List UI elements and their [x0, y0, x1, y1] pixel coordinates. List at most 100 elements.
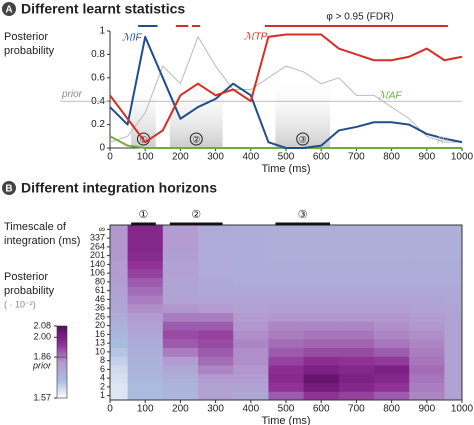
- y-tick-label: 201: [90, 250, 105, 260]
- heat-cell: [303, 365, 340, 375]
- heat-cell: [127, 365, 164, 375]
- series-label: ℳIF: [122, 33, 142, 44]
- heat-cell: [198, 251, 234, 261]
- heat-cell: [198, 330, 234, 340]
- colorbar-step: [57, 326, 67, 329]
- heat-cell: [444, 260, 462, 270]
- heat-cell: [374, 303, 410, 313]
- heat-cell: [127, 356, 164, 366]
- y-tick-label: 0.2: [91, 119, 105, 130]
- heat-cell: [338, 365, 375, 375]
- heat-cell: [110, 233, 129, 243]
- heat-cell: [233, 242, 269, 252]
- heat-cell: [338, 303, 375, 313]
- heat-cell: [303, 295, 340, 305]
- heat-cell: [233, 312, 269, 322]
- x-tick-label: 900: [418, 152, 435, 163]
- colorbar-frame: [56, 325, 68, 399]
- heat-cell: [338, 347, 375, 357]
- panel-title: Different learnt statistics: [21, 1, 185, 17]
- heat-cell: [268, 286, 305, 296]
- heat-cell: [110, 382, 129, 392]
- heat-cell: [374, 277, 410, 287]
- heat-cell: [162, 295, 199, 305]
- x-tick-label: 800: [383, 404, 400, 415]
- heat-cell: [444, 233, 462, 243]
- colorbar-step: [57, 363, 67, 367]
- heat-cell: [409, 260, 445, 270]
- colorbar-step: [57, 360, 67, 363]
- colorbar-step: [57, 351, 67, 354]
- y-tick-label: 46: [95, 294, 105, 304]
- heat-cell: [233, 330, 269, 340]
- heat-cell: [127, 251, 164, 261]
- heat-cell: [303, 225, 340, 235]
- heat-cell: [303, 233, 340, 243]
- colorbar-step: [57, 394, 67, 397]
- heat-cell: [127, 312, 164, 322]
- heat-cell: [409, 382, 445, 392]
- y-tick-label: 80: [95, 276, 105, 286]
- heat-cell: [409, 268, 445, 278]
- heat-cell: [162, 233, 199, 243]
- heat-cell: [444, 225, 462, 235]
- y-tick-label: 8: [100, 355, 105, 365]
- heat-cell: [303, 356, 340, 366]
- colorbar-step: [57, 331, 67, 334]
- heat-cell: [110, 268, 129, 278]
- y-tick-label: 140: [90, 259, 105, 269]
- heat-cell: [233, 382, 269, 392]
- heat-cell: [409, 225, 445, 235]
- heat-cell: [374, 225, 410, 235]
- heat-cell: [303, 312, 340, 322]
- heat-cell: [162, 260, 199, 270]
- x-tick-label: 900: [418, 404, 435, 415]
- heat-cell: [268, 225, 305, 235]
- y-tick-label: 1: [99, 26, 105, 37]
- heat-cell: [198, 312, 234, 322]
- colorbar-step: [57, 367, 67, 370]
- heat-cell: [303, 277, 340, 287]
- colorbar-tick-label: 2.08: [33, 320, 51, 330]
- colorbar-step: [57, 336, 67, 340]
- colorbar-tick-label: 2.00: [33, 332, 51, 342]
- x-axis-label: Time (ms): [261, 163, 310, 175]
- y-tick-label: ∞: [99, 224, 105, 234]
- heat-cell: [162, 268, 199, 278]
- panel-label: A: [5, 5, 12, 16]
- heat-cell: [303, 391, 340, 400]
- x-tick-label: 200: [172, 152, 189, 163]
- y-tick-label: 337: [90, 233, 105, 243]
- y-axis-label: probability: [4, 45, 55, 57]
- heat-cell: [409, 233, 445, 243]
- panel-label: B: [5, 184, 12, 195]
- x-tick-label: 0: [107, 404, 113, 415]
- colorbar-step: [57, 385, 67, 388]
- region-label: ③: [298, 209, 308, 221]
- heat-cell: [198, 356, 234, 366]
- y-tick-label: 61: [95, 285, 105, 295]
- heat-cell: [127, 330, 164, 340]
- heat-cell: [162, 303, 199, 313]
- series-line: [109, 35, 463, 149]
- heat-cell: [110, 303, 129, 313]
- heat-cell: [233, 365, 269, 375]
- heat-cell: [374, 286, 410, 296]
- heat-cell: [374, 347, 410, 357]
- heat-cell: [444, 321, 462, 331]
- colorbar-tick-label: 1.57: [33, 392, 51, 402]
- heat-cell: [233, 251, 269, 261]
- colorbar-step: [57, 372, 67, 376]
- heat-cell: [444, 382, 462, 392]
- heat-cell: [110, 338, 129, 348]
- heat-cell: [338, 391, 375, 400]
- heat-cell: [268, 391, 305, 400]
- heat-cell: [198, 338, 234, 348]
- heat-cell: [303, 338, 340, 348]
- heat-cell: [110, 391, 129, 400]
- region-label: ②: [192, 134, 200, 144]
- heat-cell: [444, 295, 462, 305]
- heat-cell: [233, 347, 269, 357]
- colorbar-step: [57, 353, 67, 356]
- heat-cell: [374, 365, 410, 375]
